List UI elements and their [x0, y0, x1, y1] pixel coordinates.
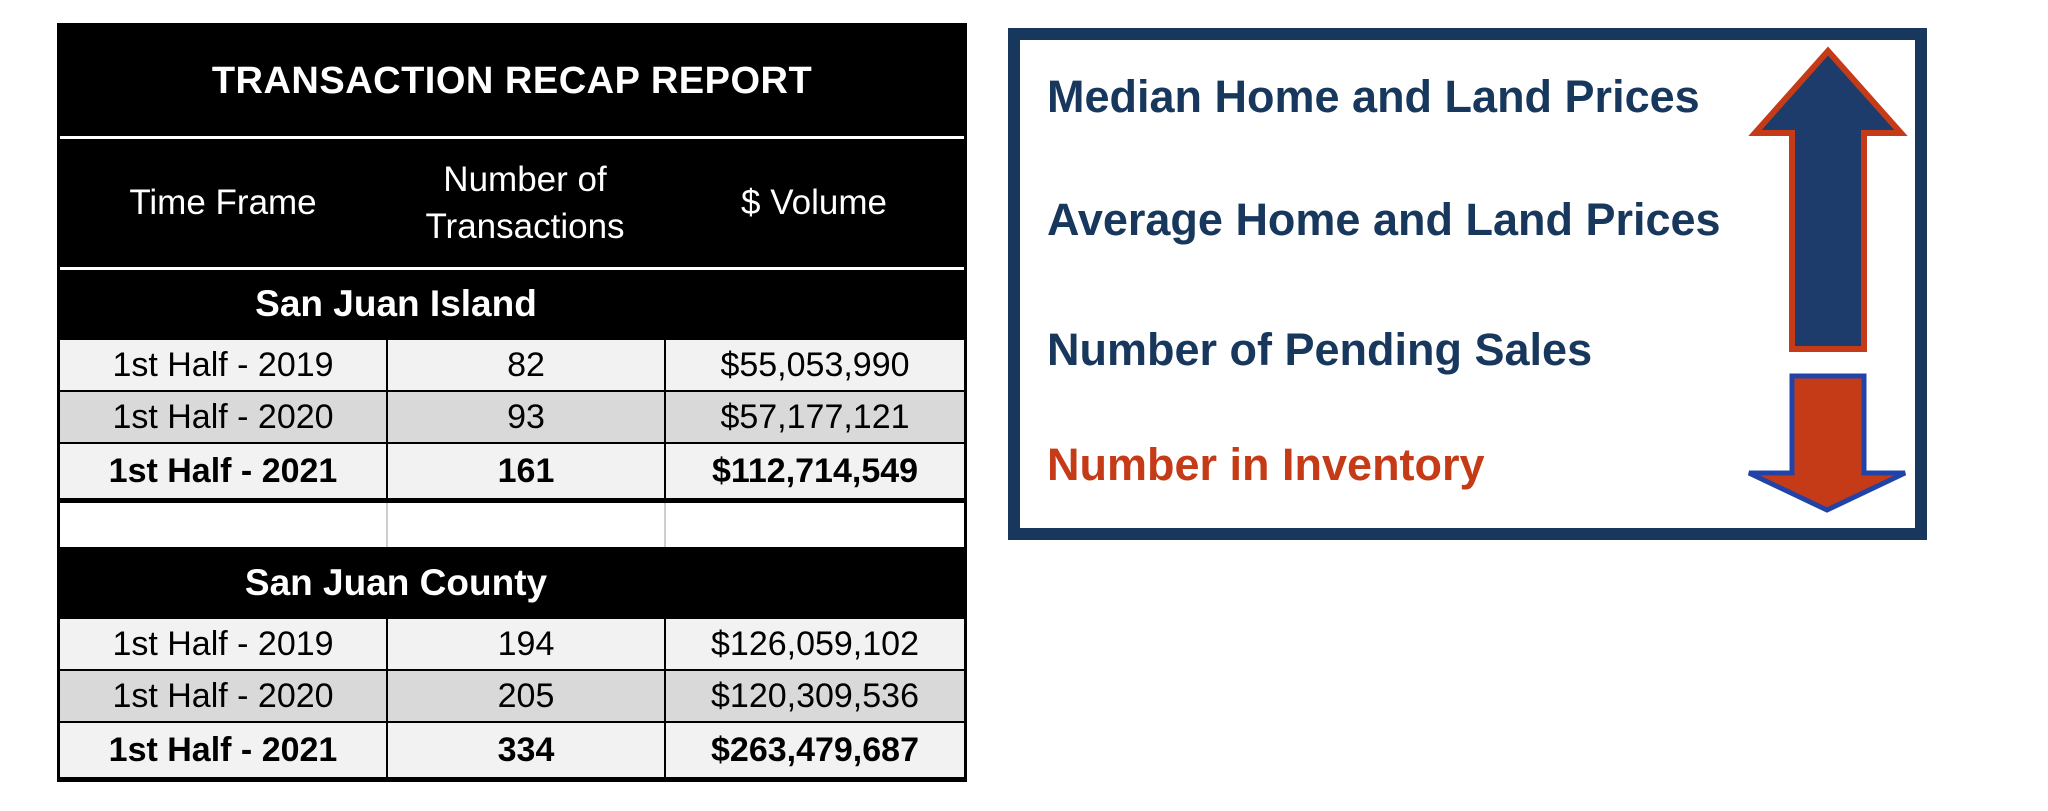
trend-legend-panel: Median Home and Land Prices Average Home… — [1008, 28, 1927, 540]
separator — [60, 498, 964, 501]
legend-item-pending-sales: Number of Pending Sales — [1047, 324, 1593, 375]
transaction-recap-table: TRANSACTION RECAP REPORT Time Frame Numb… — [57, 23, 967, 782]
time-frame-cell: 1st Half - 2019 — [60, 619, 386, 669]
section-header-san-juan-county: San Juan County — [60, 547, 964, 617]
empty-cell — [386, 503, 664, 547]
transactions-cell: 334 — [386, 723, 664, 777]
legend-item-average-prices: Average Home and Land Prices — [1047, 194, 1721, 245]
column-header-time-frame: Time Frame — [129, 183, 317, 222]
column-header-volume: $ Volume — [741, 183, 887, 222]
table-column-headers: Time Frame Number of Transactions $ Volu… — [60, 139, 964, 267]
empty-cell — [664, 503, 964, 547]
volume-cell: $112,714,549 — [664, 444, 964, 498]
time-frame-cell: 1st Half - 2021 — [60, 444, 386, 498]
time-frame-cell: 1st Half - 2021 — [60, 723, 386, 777]
transactions-cell: 93 — [386, 392, 664, 442]
volume-cell: $120,309,536 — [664, 671, 964, 721]
transactions-cell: 205 — [386, 671, 664, 721]
time-frame-cell: 1st Half - 2020 — [60, 392, 386, 442]
table-row: 1st Half - 2021 334 $263,479,687 — [60, 721, 964, 777]
spacer-row — [60, 501, 964, 547]
table-row: 1st Half - 2021 161 $112,714,549 — [60, 442, 964, 498]
table-row: 1st Half - 2020 205 $120,309,536 — [60, 669, 964, 721]
separator — [60, 136, 964, 139]
volume-cell: $57,177,121 — [664, 392, 964, 442]
down-trend-arrow-icon — [1745, 373, 1909, 514]
table-row: 1st Half - 2019 82 $55,053,990 — [60, 338, 964, 390]
legend-item-inventory: Number in Inventory — [1047, 439, 1485, 490]
empty-cell — [60, 503, 386, 547]
transactions-cell: 82 — [386, 340, 664, 390]
up-trend-arrow-icon — [1748, 45, 1908, 355]
column-header-transactions: Number of Transactions — [425, 159, 625, 246]
table-title: TRANSACTION RECAP REPORT — [60, 26, 964, 136]
volume-cell: $126,059,102 — [664, 619, 964, 669]
time-frame-cell: 1st Half - 2019 — [60, 340, 386, 390]
transactions-cell: 161 — [386, 444, 664, 498]
time-frame-cell: 1st Half - 2020 — [60, 671, 386, 721]
transactions-cell: 194 — [386, 619, 664, 669]
section-header-san-juan-island: San Juan Island — [60, 270, 964, 338]
legend-item-median-prices: Median Home and Land Prices — [1047, 71, 1700, 122]
table-row: 1st Half - 2019 194 $126,059,102 — [60, 617, 964, 669]
separator — [60, 267, 964, 270]
volume-cell: $263,479,687 — [664, 723, 964, 777]
table-row: 1st Half - 2020 93 $57,177,121 — [60, 390, 964, 442]
volume-cell: $55,053,990 — [664, 340, 964, 390]
